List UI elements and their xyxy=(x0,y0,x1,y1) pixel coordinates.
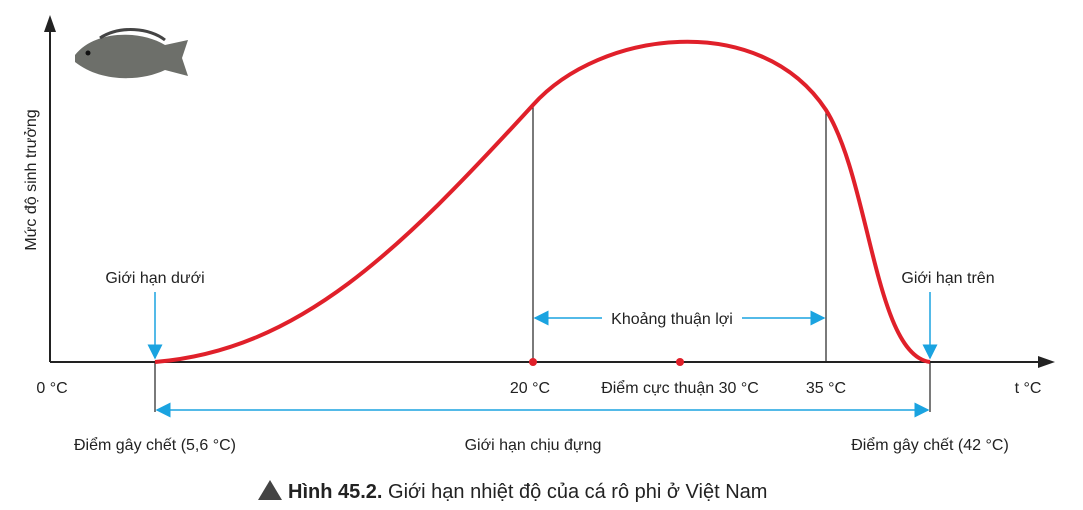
lower-lethal: Điểm gây chết (5,6 °C) xyxy=(74,436,236,454)
x-arrow xyxy=(1038,356,1055,368)
tick-30: Điểm cực thuận 30 °C xyxy=(601,379,759,397)
tolerance-range: Giới hạn chịu đựng xyxy=(465,437,602,454)
tick-20: 20 °C xyxy=(510,380,550,397)
y-label: Mức độ sinh trưởng xyxy=(23,109,40,250)
favorable-range: Khoảng thuận lợi xyxy=(611,311,733,328)
point-30 xyxy=(676,358,684,366)
fish-icon xyxy=(75,28,188,79)
y-arrow xyxy=(44,15,56,32)
caption-triangle xyxy=(258,480,282,500)
caption-label: Hình 45.2. xyxy=(288,481,382,503)
caption-text: Giới hạn nhiệt độ của cá rô phi ở Việt N… xyxy=(388,481,767,503)
x-label: t °C xyxy=(1015,380,1042,397)
origin-label: 0 °C xyxy=(36,380,67,397)
lower-limit: Giới hạn dưới xyxy=(105,270,204,287)
point-20 xyxy=(529,358,537,366)
tick-35: 35 °C xyxy=(806,380,846,397)
label-bg xyxy=(602,306,742,330)
caption: Hình 45.2. Giới hạn nhiệt độ của cá rô p… xyxy=(288,481,767,503)
upper-limit: Giới hạn trên xyxy=(901,270,994,287)
growth-curve xyxy=(154,39,931,364)
upper-lethal: Điểm gây chết (42 °C) xyxy=(851,436,1009,454)
